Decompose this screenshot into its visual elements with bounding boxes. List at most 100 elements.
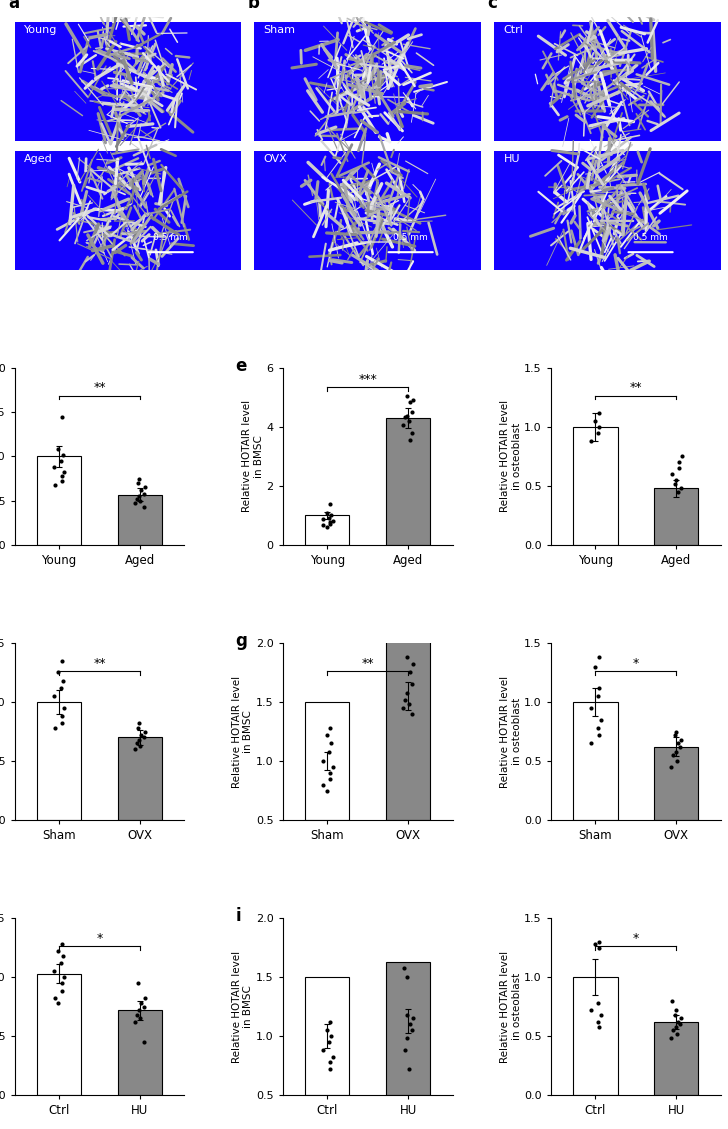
Point <box>325 1013 336 1031</box>
Point <box>399 691 411 709</box>
Y-axis label: Relative HOTAIR level
in BMSC: Relative HOTAIR level in BMSC <box>232 951 253 1062</box>
Point <box>592 423 604 441</box>
Point <box>674 1015 686 1033</box>
Point <box>592 994 604 1012</box>
Point <box>325 770 336 788</box>
Point <box>672 734 684 752</box>
Text: 0.5 mm: 0.5 mm <box>154 233 188 242</box>
Text: **: ** <box>93 657 106 669</box>
Point <box>670 471 681 489</box>
Bar <box>118 495 162 545</box>
Point <box>401 387 413 405</box>
Point <box>593 719 604 737</box>
Point <box>673 460 685 478</box>
Point <box>56 408 68 426</box>
Point <box>676 730 687 749</box>
Point <box>595 1006 606 1024</box>
Point <box>129 495 141 513</box>
Text: Ctrl: Ctrl <box>504 25 523 35</box>
Point <box>401 1006 413 1024</box>
Point <box>676 447 687 465</box>
Point <box>325 1027 337 1045</box>
Y-axis label: Relative HOTAIR level
in osteoblast: Relative HOTAIR level in osteoblast <box>500 675 521 788</box>
Point <box>135 481 147 499</box>
Text: g: g <box>235 632 247 650</box>
Point <box>406 704 418 723</box>
Point <box>668 746 679 764</box>
Point <box>325 507 337 525</box>
Point <box>325 496 336 514</box>
Text: **: ** <box>361 657 374 669</box>
Text: 0.5 mm: 0.5 mm <box>393 233 428 242</box>
Point <box>674 738 686 756</box>
Point <box>672 1013 684 1031</box>
Point <box>402 1030 414 1048</box>
Point <box>55 452 67 470</box>
Point <box>669 474 681 492</box>
Point <box>138 484 149 502</box>
Point <box>129 741 141 759</box>
Text: HU: HU <box>504 154 520 164</box>
Point <box>670 1001 681 1019</box>
Text: Aged: Aged <box>23 154 52 164</box>
Point <box>669 726 681 744</box>
Point <box>406 1021 418 1039</box>
Point <box>133 730 145 749</box>
Point <box>407 655 419 673</box>
Point <box>55 954 67 972</box>
Point <box>56 467 68 485</box>
Point <box>589 657 601 675</box>
Point <box>49 458 60 476</box>
Bar <box>654 1022 698 1095</box>
Point <box>138 998 149 1016</box>
Point <box>397 699 409 717</box>
Point <box>593 933 604 951</box>
Point <box>403 412 414 430</box>
Text: ***: *** <box>358 373 377 386</box>
Bar <box>118 1010 162 1095</box>
Point <box>593 938 605 956</box>
Point <box>321 1021 333 1039</box>
Point <box>669 1006 681 1024</box>
Point <box>404 393 416 411</box>
Bar <box>37 702 82 820</box>
Point <box>135 491 146 509</box>
Point <box>138 728 149 746</box>
Point <box>327 511 339 530</box>
Text: OVX: OVX <box>264 154 288 164</box>
Point <box>135 736 146 754</box>
Point <box>132 719 144 737</box>
Point <box>592 688 604 706</box>
Point <box>402 968 414 986</box>
Bar <box>305 977 349 1095</box>
Point <box>52 440 64 458</box>
Text: e: e <box>235 357 247 375</box>
Y-axis label: Relative HOTAIR level
in osteoblast: Relative HOTAIR level in osteoblast <box>500 951 521 1062</box>
Point <box>585 734 597 752</box>
Point <box>407 1009 419 1027</box>
Point <box>589 412 601 430</box>
Point <box>131 1006 143 1024</box>
FancyBboxPatch shape <box>15 21 241 141</box>
FancyBboxPatch shape <box>494 21 721 141</box>
Y-axis label: Relative HOTAIR level
in BMSC: Relative HOTAIR level in BMSC <box>232 675 253 788</box>
Text: c: c <box>488 0 497 12</box>
Point <box>321 781 333 799</box>
Point <box>665 1030 677 1048</box>
Bar <box>386 637 430 820</box>
Point <box>49 989 60 1007</box>
Text: 0.5 mm: 0.5 mm <box>633 233 668 242</box>
Point <box>132 474 144 492</box>
Point <box>593 648 604 666</box>
Point <box>324 509 336 527</box>
Point <box>666 465 678 483</box>
Point <box>133 715 145 733</box>
Point <box>58 699 70 717</box>
Point <box>52 664 64 682</box>
Point <box>402 683 414 701</box>
Text: **: ** <box>630 382 642 394</box>
Point <box>670 723 681 741</box>
Bar <box>573 702 617 820</box>
Bar <box>118 737 162 820</box>
Point <box>135 726 147 744</box>
